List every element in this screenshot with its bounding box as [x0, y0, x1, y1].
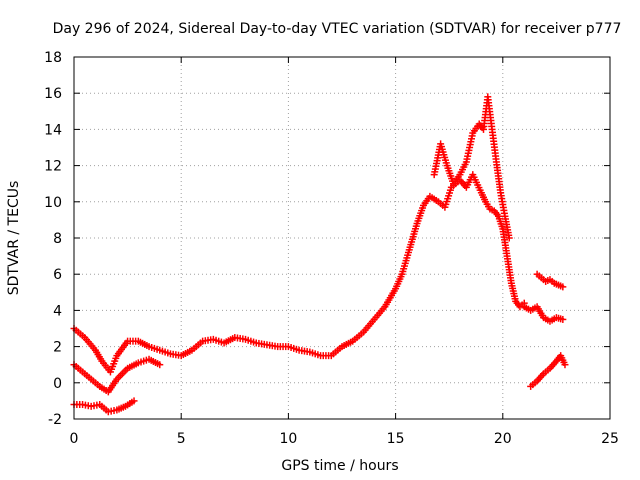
- y-tick-label: 0: [53, 376, 62, 392]
- data-point: [130, 397, 138, 405]
- x-axis-label: GPS time / hours: [281, 458, 398, 474]
- y-tick-label: 8: [53, 231, 62, 247]
- x-tick-label: 15: [387, 431, 405, 447]
- data-point: [156, 361, 164, 369]
- y-tick-label: 10: [44, 195, 62, 211]
- grid: [74, 57, 610, 419]
- y-tick-labels: -2 0 2 4 6 8 10 12 14 16 18: [44, 50, 62, 428]
- axis-ticks: [73, 56, 611, 420]
- y-tick-label: 16: [44, 86, 62, 102]
- data-point: [559, 315, 567, 323]
- y-tick-label: 2: [53, 340, 62, 356]
- x-tick-label: 5: [177, 431, 186, 447]
- data-marks: [70, 93, 569, 416]
- data-point: [505, 234, 513, 242]
- y-tick-label: 12: [44, 159, 62, 175]
- y-tick-label: -2: [48, 412, 62, 428]
- x-tick-labels: 0 5 10 15 20 25: [70, 431, 619, 447]
- y-axis-label: SDTVAR / TECUs: [6, 181, 22, 296]
- x-tick-label: 0: [70, 431, 79, 447]
- y-tick-label: 14: [44, 122, 62, 138]
- x-tick-label: 10: [279, 431, 297, 447]
- y-tick-label: 18: [44, 50, 62, 66]
- x-tick-label: 20: [494, 431, 512, 447]
- chart-title: Day 296 of 2024, Sidereal Day-to-day VTE…: [53, 21, 622, 37]
- y-tick-label: 4: [53, 303, 62, 319]
- y-tick-label: 6: [53, 267, 62, 283]
- data-point: [559, 283, 567, 291]
- x-tick-label: 25: [601, 431, 619, 447]
- data-point: [561, 361, 569, 369]
